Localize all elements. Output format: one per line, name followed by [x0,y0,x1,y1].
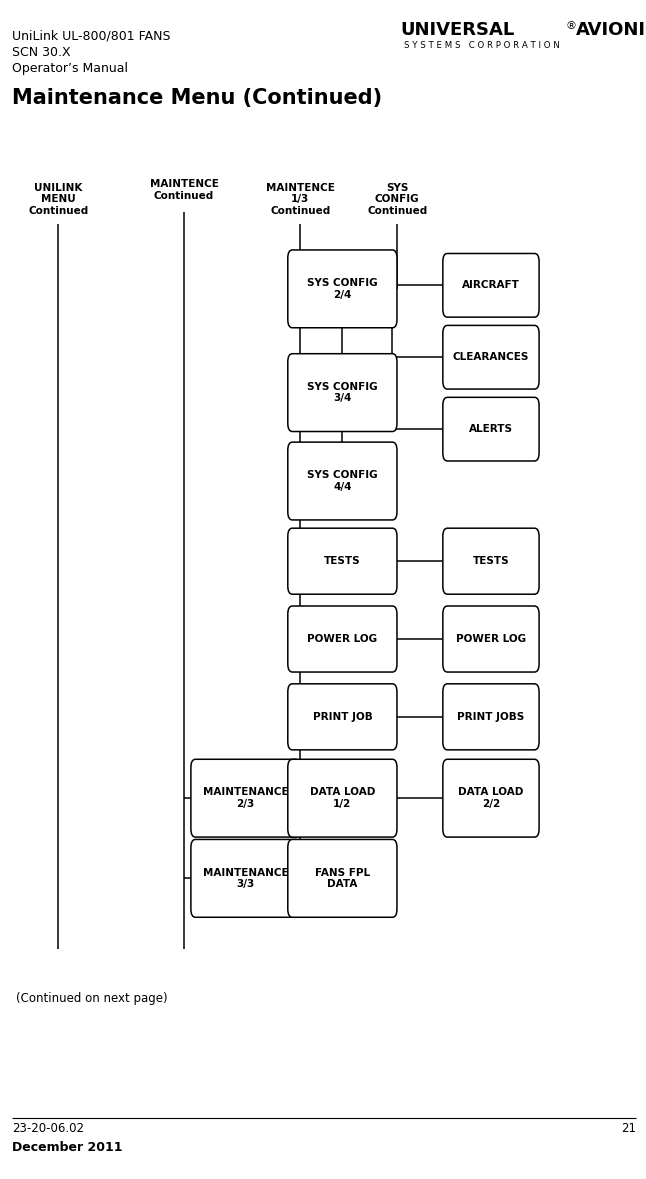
Text: Maintenance Menu (Continued): Maintenance Menu (Continued) [12,88,382,108]
Text: AVIONICS: AVIONICS [576,21,646,39]
FancyBboxPatch shape [443,606,539,672]
Text: MAINTENCE
1/3
Continued: MAINTENCE 1/3 Continued [266,183,335,216]
Text: ALERTS: ALERTS [469,424,513,434]
Text: SYS CONFIG
3/4: SYS CONFIG 3/4 [307,382,378,403]
Text: MAINTENANCE
2/3: MAINTENANCE 2/3 [203,788,288,809]
Text: POWER LOG: POWER LOG [307,634,377,644]
Text: UNILINK
MENU
Continued: UNILINK MENU Continued [28,183,89,216]
FancyBboxPatch shape [288,839,397,917]
Text: SYS CONFIG
2/4: SYS CONFIG 2/4 [307,278,378,299]
FancyBboxPatch shape [191,759,300,837]
Text: PRINT JOB: PRINT JOB [313,712,372,722]
Text: MAINTENANCE
3/3: MAINTENANCE 3/3 [203,868,288,889]
Text: December 2011: December 2011 [12,1141,122,1154]
FancyBboxPatch shape [288,684,397,750]
Text: Operator’s Manual: Operator’s Manual [12,62,128,75]
FancyBboxPatch shape [288,442,397,520]
Text: CLEARANCES: CLEARANCES [453,353,529,362]
FancyBboxPatch shape [443,684,539,750]
Text: 23-20-06.02: 23-20-06.02 [12,1122,83,1135]
FancyBboxPatch shape [443,253,539,317]
Text: DATA LOAD
1/2: DATA LOAD 1/2 [309,788,375,809]
Text: SCN 30.X: SCN 30.X [12,46,70,59]
FancyBboxPatch shape [288,606,397,672]
Text: MAINTENCE
Continued: MAINTENCE Continued [150,179,218,200]
FancyBboxPatch shape [443,528,539,594]
Text: SYS CONFIG
4/4: SYS CONFIG 4/4 [307,470,378,492]
FancyBboxPatch shape [288,528,397,594]
FancyBboxPatch shape [288,354,397,432]
Text: UNIVERSAL: UNIVERSAL [401,21,515,39]
Text: S Y S T E M S   C O R P O R A T I O N: S Y S T E M S C O R P O R A T I O N [404,41,559,51]
Text: FANS FPL
DATA: FANS FPL DATA [315,868,370,889]
Text: 21: 21 [621,1122,636,1135]
Text: (Continued on next page): (Continued on next page) [16,992,168,1005]
FancyBboxPatch shape [288,759,397,837]
Text: TESTS: TESTS [473,556,509,566]
FancyBboxPatch shape [288,250,397,328]
Text: POWER LOG: POWER LOG [456,634,526,644]
Text: SYS
CONFIG
Continued: SYS CONFIG Continued [367,183,428,216]
Text: AIRCRAFT: AIRCRAFT [462,281,520,290]
Text: ®: ® [566,21,577,31]
FancyBboxPatch shape [443,759,539,837]
FancyBboxPatch shape [443,397,539,461]
Text: TESTS: TESTS [324,556,360,566]
Text: UniLink UL-800/801 FANS: UniLink UL-800/801 FANS [12,29,170,42]
FancyBboxPatch shape [443,325,539,389]
FancyBboxPatch shape [191,839,300,917]
Text: PRINT JOBS: PRINT JOBS [457,712,525,722]
Text: DATA LOAD
2/2: DATA LOAD 2/2 [458,788,524,809]
